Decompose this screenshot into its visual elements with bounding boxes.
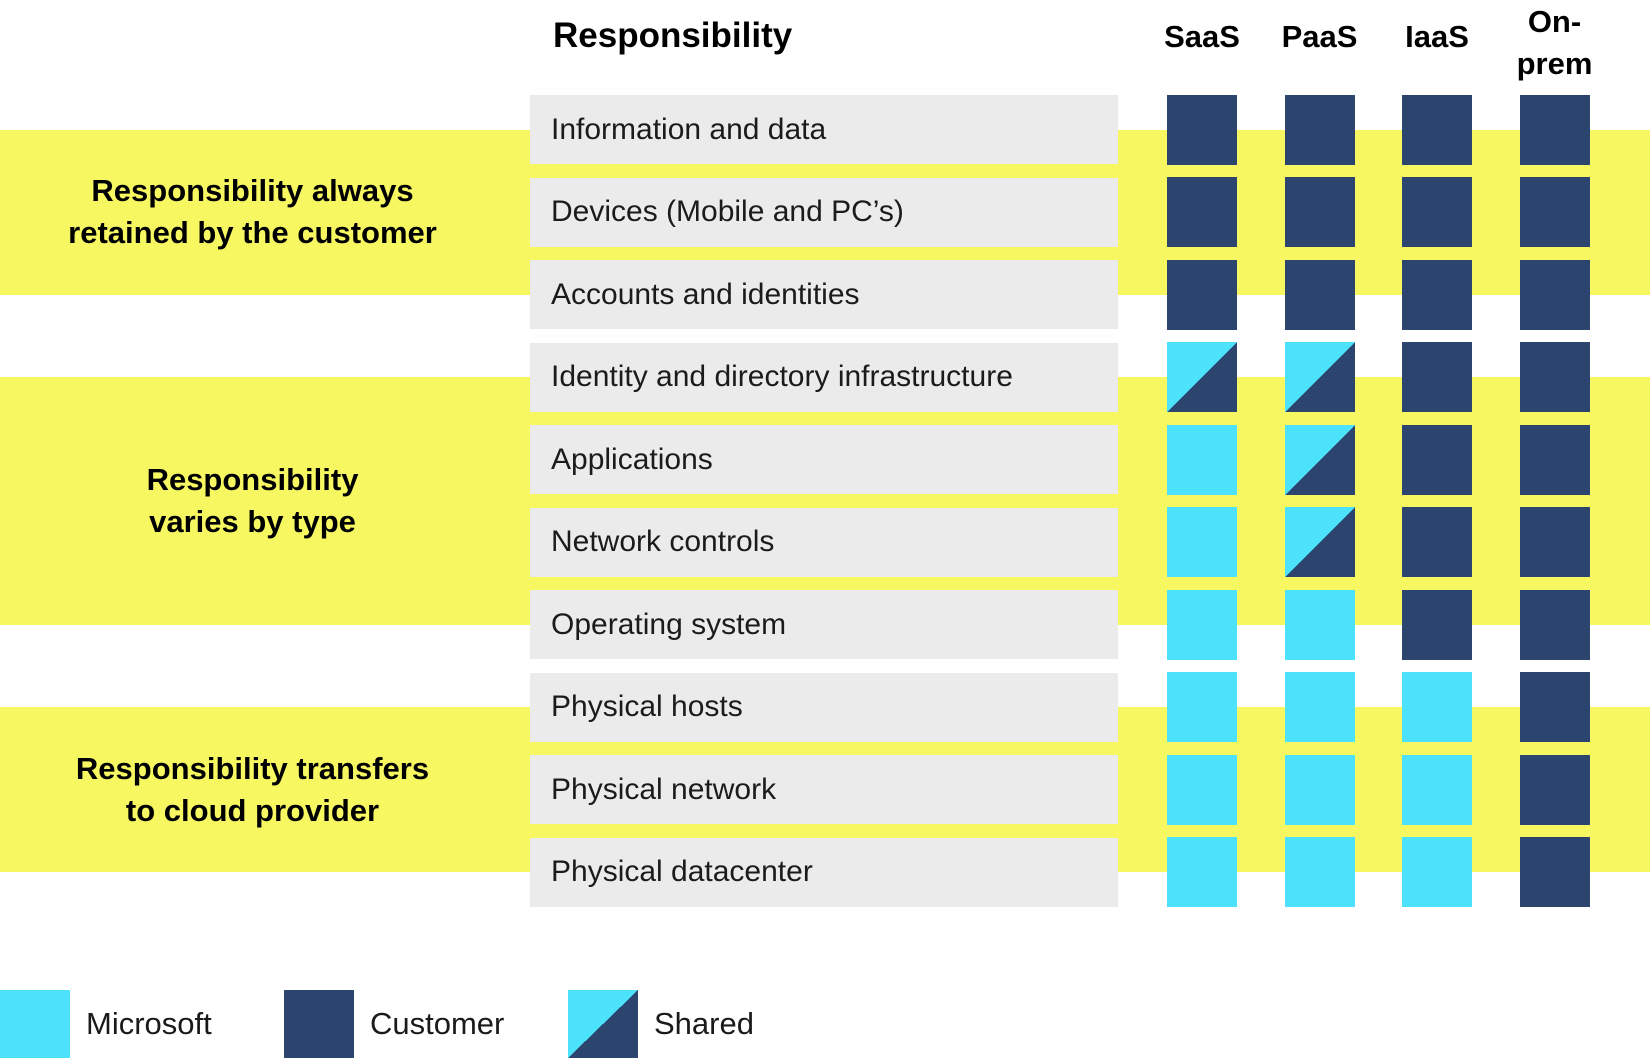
- matrix-cell-customer: [1402, 259, 1472, 330]
- matrix-cell-microsoft: [1402, 837, 1472, 907]
- responsibility-column-title: Responsibility: [553, 16, 793, 55]
- band-label-line: Responsibility: [146, 461, 359, 497]
- responsibility-row: Accounts and identities: [530, 260, 1118, 329]
- matrix-cell-customer: [1167, 177, 1237, 247]
- matrix-cell-customer: [1284, 259, 1355, 330]
- column-header-saas: SaaS: [1132, 16, 1272, 58]
- row-label: Identity and directory infrastructure: [551, 360, 1013, 393]
- matrix-cell-customer: [1402, 94, 1472, 165]
- matrix-cell-microsoft: [1167, 507, 1237, 577]
- responsibility-row: Information and data: [530, 95, 1118, 164]
- matrix-cell-shared: [1167, 342, 1237, 412]
- matrix-cell-customer: [1284, 94, 1355, 165]
- row-label: Network controls: [551, 525, 775, 558]
- column-header-line: prem: [1516, 46, 1593, 81]
- matrix-cell-microsoft: [1402, 672, 1472, 742]
- matrix-cell-microsoft: [1167, 754, 1237, 825]
- column-header-line: IaaS: [1405, 19, 1469, 54]
- matrix-cell-customer: [1402, 589, 1472, 660]
- matrix-cell-microsoft: [1402, 754, 1472, 825]
- legend-label: Customer: [370, 1006, 505, 1041]
- matrix-cell-customer: [1402, 424, 1472, 495]
- responsibility-row: Physical network: [530, 755, 1118, 824]
- row-label: Physical hosts: [551, 690, 743, 723]
- matrix-cell-microsoft: [1167, 589, 1237, 660]
- matrix-cell-microsoft: [1167, 837, 1237, 907]
- band-label-line: to cloud provider: [125, 792, 380, 828]
- matrix-cell-microsoft: [1284, 589, 1355, 660]
- matrix-cell-microsoft: [1284, 672, 1355, 742]
- matrix-cell-shared: [1284, 342, 1355, 412]
- matrix-cell-customer: [1402, 177, 1472, 247]
- responsibility-row: Physical hosts: [530, 672, 1118, 742]
- responsibility-row: Network controls: [530, 507, 1118, 577]
- row-label: Operating system: [551, 607, 787, 641]
- legend-swatch-customer: [284, 990, 354, 1058]
- matrix-cell-customer: [1519, 589, 1590, 660]
- matrix-cell-customer: [1519, 837, 1590, 907]
- band-label-line: varies by type: [149, 503, 356, 539]
- band-label: Responsibility varies by type: [0, 377, 505, 625]
- band-label: Responsibility always retained by the cus…: [0, 130, 505, 295]
- band-label-line: retained by the customer: [68, 215, 437, 250]
- responsibility-row: Devices (Mobile and PC’s): [530, 177, 1118, 247]
- matrix-cell-customer: [1519, 259, 1590, 330]
- band-label-line: Responsibility transfers: [75, 750, 430, 786]
- responsibility-row: Applications: [530, 425, 1118, 494]
- band-label: Responsibility transfers to cloud provide…: [0, 707, 505, 872]
- matrix-cell-customer: [1167, 259, 1237, 330]
- matrix-cell-microsoft: [1284, 837, 1355, 907]
- column-header-line: PaaS: [1281, 19, 1358, 54]
- matrix-cell-customer: [1519, 754, 1590, 825]
- matrix-cell-customer: [1519, 424, 1590, 495]
- matrix-cell-customer: [1284, 177, 1355, 247]
- matrix-cell-customer: [1167, 94, 1237, 165]
- column-header-line: On-: [1527, 4, 1582, 39]
- column-header-line: SaaS: [1164, 19, 1240, 54]
- responsibility-row: Operating system: [530, 590, 1118, 659]
- responsibility-row: Physical datacenter: [530, 837, 1118, 907]
- column-header-iaas: IaaS: [1367, 16, 1507, 58]
- row-label: Physical datacenter: [551, 855, 813, 888]
- matrix-cell-shared: [1284, 507, 1355, 577]
- legend-label: Shared: [654, 1006, 754, 1041]
- matrix-cell-customer: [1402, 342, 1472, 412]
- matrix-cell-customer: [1519, 507, 1590, 577]
- row-label: Physical network: [551, 772, 777, 806]
- column-header-paas: PaaS: [1250, 16, 1390, 58]
- legend-swatch-shared: [568, 990, 638, 1058]
- matrix-cell-microsoft: [1284, 754, 1355, 825]
- band-label-line: Responsibility always: [91, 173, 414, 208]
- matrix-cell-shared: [1284, 424, 1355, 495]
- matrix-cell-customer: [1519, 94, 1590, 165]
- legend-swatch-microsoft: [0, 990, 70, 1058]
- responsibility-row: Identity and directory infrastructure: [530, 342, 1118, 412]
- yellow-band: [0, 377, 1650, 625]
- matrix-cell-microsoft: [1167, 424, 1237, 495]
- matrix-cell-customer: [1402, 507, 1472, 577]
- row-label: Applications: [551, 442, 713, 476]
- legend-label: Microsoft: [86, 1006, 212, 1041]
- matrix-cell-customer: [1519, 177, 1590, 247]
- matrix-cell-customer: [1519, 672, 1590, 742]
- matrix-cell-microsoft: [1167, 672, 1237, 742]
- row-label: Information and data: [551, 112, 827, 146]
- row-label: Devices (Mobile and PC’s): [551, 195, 904, 228]
- row-label: Accounts and identities: [551, 277, 860, 311]
- matrix-cell-customer: [1519, 342, 1590, 412]
- column-header-on-prem: On-prem: [1485, 1, 1625, 85]
